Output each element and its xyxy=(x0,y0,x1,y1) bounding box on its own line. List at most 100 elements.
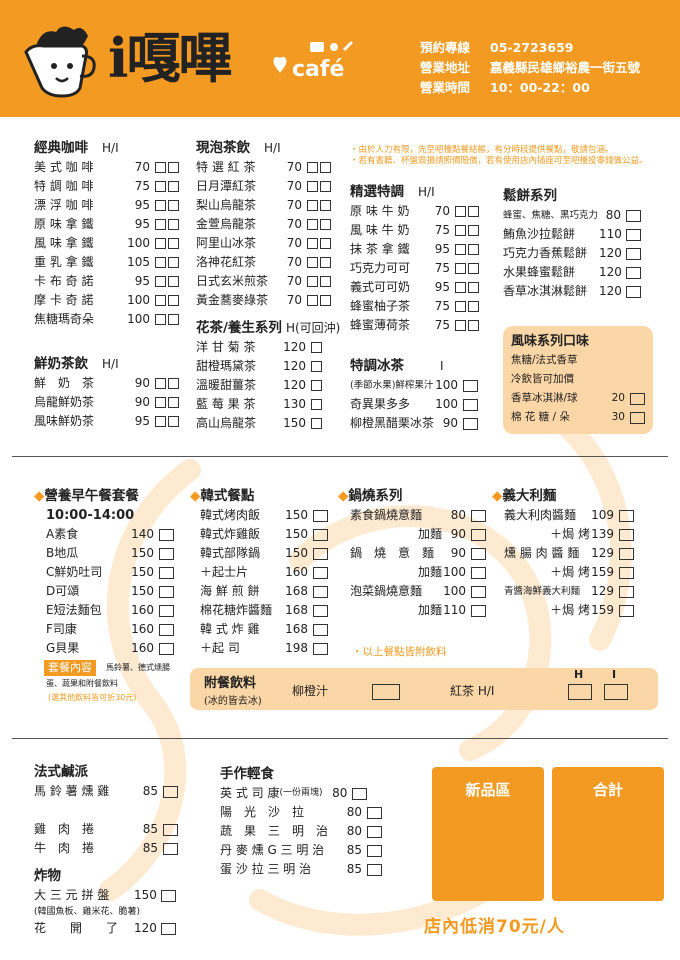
iced-checkbox[interactable] xyxy=(468,244,479,255)
order-checkbox[interactable] xyxy=(313,623,328,636)
hot-checkbox[interactable] xyxy=(455,244,466,255)
iced-checkbox[interactable] xyxy=(468,225,479,236)
hot-checkbox[interactable] xyxy=(307,238,318,249)
hot-checkbox[interactable] xyxy=(307,257,318,268)
order-checkbox[interactable] xyxy=(471,547,486,560)
hot-checkbox[interactable] xyxy=(455,263,466,274)
iced-checkbox[interactable] xyxy=(320,295,331,306)
order-checkbox[interactable] xyxy=(463,398,478,411)
order-checkbox[interactable] xyxy=(619,585,634,598)
iced-checkbox[interactable] xyxy=(168,314,179,325)
hot-checkbox[interactable] xyxy=(307,219,318,230)
hot-checkbox[interactable] xyxy=(155,295,166,306)
order-checkbox[interactable] xyxy=(161,889,176,902)
order-checkbox[interactable] xyxy=(626,285,641,298)
hot-checkbox[interactable] xyxy=(455,225,466,236)
hot-checkbox[interactable] xyxy=(455,320,466,331)
order-checkbox[interactable] xyxy=(159,566,174,579)
orange-juice-checkbox[interactable] xyxy=(372,684,400,700)
hot-checkbox[interactable] xyxy=(155,314,166,325)
hot-checkbox[interactable] xyxy=(155,162,166,173)
hot-checkbox[interactable] xyxy=(155,397,166,408)
order-checkbox[interactable] xyxy=(313,604,328,617)
order-checkbox[interactable] xyxy=(159,642,174,655)
hot-checkbox[interactable] xyxy=(155,416,166,427)
order-checkbox[interactable] xyxy=(471,585,486,598)
hot-checkbox[interactable] xyxy=(455,301,466,312)
order-checkbox[interactable] xyxy=(159,585,174,598)
order-checkbox[interactable] xyxy=(630,411,645,424)
iced-checkbox[interactable] xyxy=(168,162,179,173)
order-checkbox[interactable] xyxy=(313,547,328,560)
order-checkbox[interactable] xyxy=(311,342,322,353)
iced-checkbox[interactable] xyxy=(168,378,179,389)
order-checkbox[interactable] xyxy=(367,806,382,819)
order-checkbox[interactable] xyxy=(626,247,641,260)
iced-checkbox[interactable] xyxy=(168,276,179,287)
black-tea-hot-checkbox[interactable] xyxy=(568,684,592,700)
order-checkbox[interactable] xyxy=(311,418,322,429)
order-checkbox[interactable] xyxy=(630,392,645,405)
order-checkbox[interactable] xyxy=(159,604,174,617)
new-items-box[interactable]: 新品區 xyxy=(432,767,544,901)
order-checkbox[interactable] xyxy=(313,585,328,598)
order-checkbox[interactable] xyxy=(463,379,478,392)
iced-checkbox[interactable] xyxy=(168,257,179,268)
iced-checkbox[interactable] xyxy=(320,162,331,173)
order-checkbox[interactable] xyxy=(313,566,328,579)
order-checkbox[interactable] xyxy=(626,266,641,279)
iced-checkbox[interactable] xyxy=(468,301,479,312)
order-checkbox[interactable] xyxy=(311,399,322,410)
order-checkbox[interactable] xyxy=(471,509,486,522)
order-checkbox[interactable] xyxy=(619,528,634,541)
order-checkbox[interactable] xyxy=(352,787,368,800)
hot-checkbox[interactable] xyxy=(455,282,466,293)
order-checkbox[interactable] xyxy=(163,842,178,855)
order-checkbox[interactable] xyxy=(471,566,486,579)
hot-checkbox[interactable] xyxy=(307,276,318,287)
order-checkbox[interactable] xyxy=(313,509,328,522)
iced-checkbox[interactable] xyxy=(320,276,331,287)
order-checkbox[interactable] xyxy=(367,844,382,857)
iced-checkbox[interactable] xyxy=(468,282,479,293)
order-checkbox[interactable] xyxy=(619,566,634,579)
order-checkbox[interactable] xyxy=(311,361,322,372)
iced-checkbox[interactable] xyxy=(168,295,179,306)
order-checkbox[interactable] xyxy=(159,528,174,541)
order-checkbox[interactable] xyxy=(619,547,634,560)
order-checkbox[interactable] xyxy=(313,528,328,541)
hot-checkbox[interactable] xyxy=(155,238,166,249)
order-checkbox[interactable] xyxy=(163,785,178,798)
order-checkbox[interactable] xyxy=(619,509,634,522)
order-checkbox[interactable] xyxy=(471,604,486,617)
order-checkbox[interactable] xyxy=(159,623,174,636)
iced-checkbox[interactable] xyxy=(468,206,479,217)
iced-checkbox[interactable] xyxy=(168,200,179,211)
hot-checkbox[interactable] xyxy=(307,181,318,192)
black-tea-iced-checkbox[interactable] xyxy=(604,684,628,700)
iced-checkbox[interactable] xyxy=(320,238,331,249)
iced-checkbox[interactable] xyxy=(468,320,479,331)
order-checkbox[interactable] xyxy=(626,209,641,222)
order-checkbox[interactable] xyxy=(313,642,328,655)
iced-checkbox[interactable] xyxy=(168,238,179,249)
hot-checkbox[interactable] xyxy=(455,206,466,217)
hot-checkbox[interactable] xyxy=(155,257,166,268)
order-checkbox[interactable] xyxy=(161,922,176,935)
hot-checkbox[interactable] xyxy=(155,378,166,389)
hot-checkbox[interactable] xyxy=(307,162,318,173)
order-checkbox[interactable] xyxy=(367,825,382,838)
iced-checkbox[interactable] xyxy=(168,397,179,408)
iced-checkbox[interactable] xyxy=(468,263,479,274)
hot-checkbox[interactable] xyxy=(155,181,166,192)
iced-checkbox[interactable] xyxy=(168,219,179,230)
iced-checkbox[interactable] xyxy=(168,181,179,192)
hot-checkbox[interactable] xyxy=(307,295,318,306)
order-checkbox[interactable] xyxy=(367,863,382,876)
order-checkbox[interactable] xyxy=(311,380,322,391)
iced-checkbox[interactable] xyxy=(320,257,331,268)
order-checkbox[interactable] xyxy=(471,528,486,541)
order-checkbox[interactable] xyxy=(619,604,634,617)
iced-checkbox[interactable] xyxy=(320,200,331,211)
hot-checkbox[interactable] xyxy=(155,276,166,287)
